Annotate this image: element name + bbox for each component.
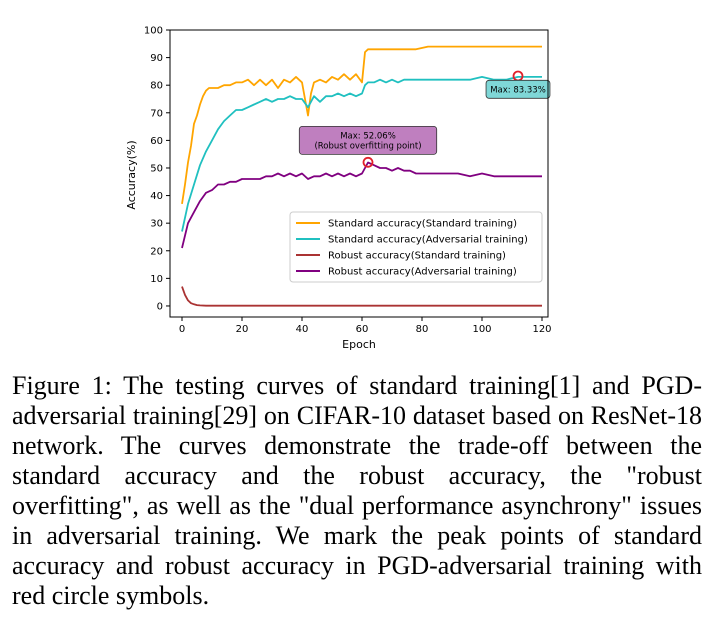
legend-label-3: Robust accuracy(Standard training)	[328, 251, 506, 262]
y-tick-label: 80	[150, 81, 163, 92]
x-tick-label: 60	[356, 324, 369, 335]
x-tick-label: 100	[472, 324, 491, 335]
annotation-layer: Max: 83.33% Max: 52.06%(Robust overfittin…	[298, 79, 551, 155]
legend-label-2: Standard accuracy(Adversarial training)	[328, 235, 528, 246]
series-layer	[181, 45, 542, 307]
legend: Standard accuracy(Standard training) Stan…	[289, 211, 543, 283]
annotation-box-1	[485, 79, 551, 99]
axis-layer: 0 20 40 60 80 100 120 0 10 20 30 40 50 60 70 80 90 100	[144, 26, 552, 336]
x-tick-label: 120	[532, 324, 551, 335]
peak-marker-2	[362, 156, 374, 168]
y-tick-label: 90	[150, 53, 163, 64]
y-tick-label: 100	[144, 26, 163, 37]
chart: Max: 83.33% Max: 52.06%(Robust overfittin…	[125, 26, 552, 352]
legend-label-4: Robust accuracy(Adversarial training)	[328, 267, 517, 278]
annotation-box-2	[298, 125, 438, 155]
annotation-text-1-1: Max: 83.33%	[490, 85, 546, 95]
x-tick-label: 20	[236, 324, 249, 335]
x-tick-label: 40	[296, 324, 309, 335]
annotation-1: Max: 83.33%	[485, 79, 551, 99]
series-line-1	[181, 45, 542, 205]
series-line-2	[181, 76, 542, 232]
y-axis-label: Accuracy(%)	[125, 140, 138, 209]
annotation-2: Max: 52.06%(Robust overfitting point)	[298, 125, 438, 155]
y-tick-label: 40	[150, 191, 163, 202]
series-line-3	[181, 286, 542, 307]
series-line-4	[181, 161, 542, 249]
x-tick-label: 80	[416, 324, 429, 335]
annotation-text-2-2: (Robust overfitting point)	[314, 141, 421, 151]
y-tick-label: 0	[157, 301, 163, 312]
y-tick-label: 50	[150, 163, 163, 174]
y-tick-label: 20	[150, 246, 163, 257]
legend-box	[289, 211, 543, 283]
legend-label-1: Standard accuracy(Standard training)	[328, 219, 517, 230]
y-tick-label: 30	[150, 219, 163, 230]
x-tick-label: 0	[179, 324, 185, 335]
figure-caption: Figure 1: The testing curves of standard…	[12, 371, 702, 610]
y-tick-label: 10	[150, 274, 163, 285]
annotation-text-2-1: Max: 52.06%	[340, 131, 396, 141]
plot-frame	[169, 29, 549, 318]
x-axis-label: Epoch	[342, 338, 376, 351]
y-tick-label: 70	[150, 108, 163, 119]
y-tick-label: 60	[150, 136, 163, 147]
